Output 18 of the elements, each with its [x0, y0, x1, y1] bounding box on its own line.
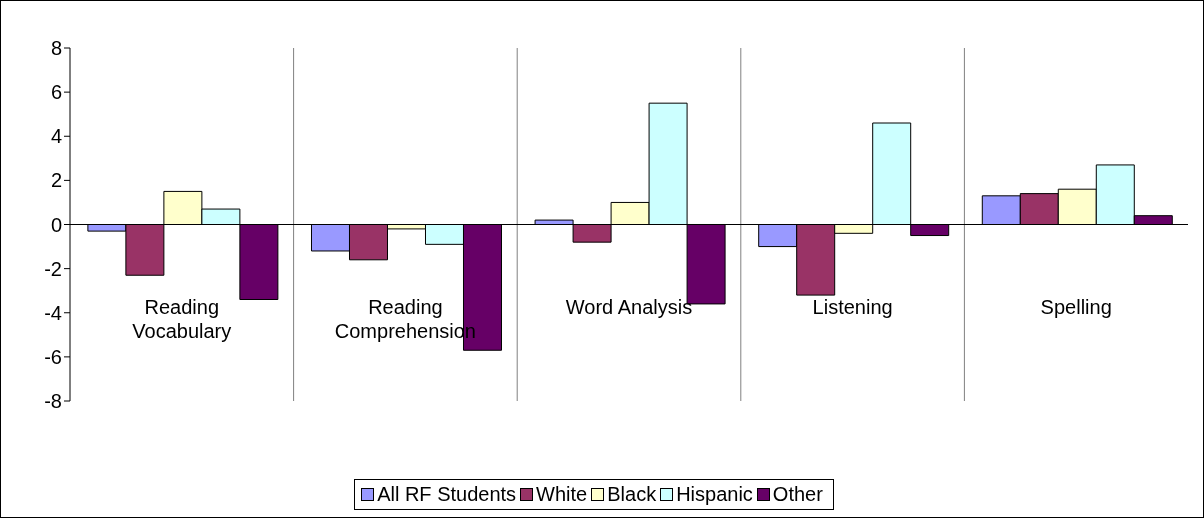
y-tick-label: 8	[50, 37, 62, 60]
x-tick-label: Spelling	[1040, 296, 1112, 318]
x-tick-label: Reading Vocabulary	[132, 296, 232, 342]
y-tick-label: 6	[50, 81, 62, 104]
y-tick-label: 4	[50, 125, 62, 148]
y-tick-label: -4	[44, 301, 62, 324]
y-tick-label: -8	[44, 390, 62, 413]
legend-label: White	[535, 483, 588, 506]
y-tick-label: -6	[44, 345, 62, 368]
legend-label: Hispanic	[675, 483, 753, 506]
y-tick-label: 2	[50, 169, 62, 192]
y-tick-label: -2	[44, 257, 62, 280]
x-tick-label: Word Analysis	[565, 296, 693, 318]
y-tick-label: 0	[50, 213, 62, 236]
legend-label: All RF Students	[376, 483, 517, 506]
legend-label: Black	[606, 483, 657, 506]
legend-label: Other	[771, 483, 823, 506]
x-tick-label: Listening	[812, 296, 893, 318]
